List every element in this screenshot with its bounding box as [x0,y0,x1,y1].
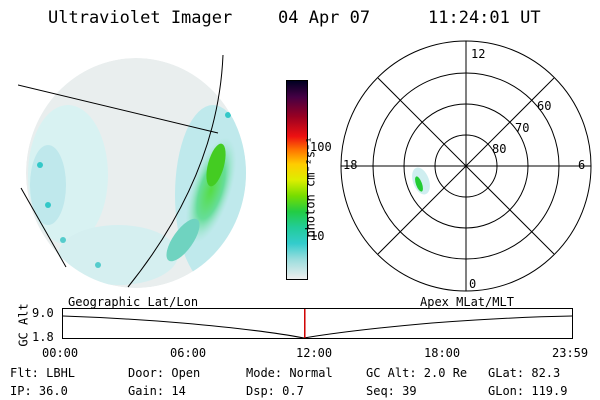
mlt-label-12: 12 [471,47,485,61]
x-tick-1200: 12:00 [296,346,333,360]
x-tick-0600: 06:00 [170,346,207,360]
colorbar-unit-label: photon cm⁻²s⁻¹ [303,136,318,238]
colorbar-tick-10: 10 [310,229,325,243]
auroral-image [18,55,246,288]
info-gc-alt: GC Alt: 2.0 Re [366,366,468,380]
x-tick-2359: 23:59 [552,346,589,360]
info-dsp: Dsp: 0.7 [246,384,304,398]
info-flt: Flt: LBHL [10,366,76,380]
timeline-y-label: GC Alt [16,303,31,347]
mlt-label-18: 18 [343,158,357,172]
x-tick-1800: 18:00 [424,346,461,360]
timeline-left-title: Geographic Lat/Lon [68,295,199,309]
grid-line [18,84,219,134]
polar-plot: 12 18 6 0 60 70 80 [340,40,592,292]
timeline-y-tick-max: 9.0 [32,306,54,320]
lat-label-60: 60 [537,99,551,113]
info-gain: Gain: 14 [128,384,186,398]
polar-aurora-patch [412,167,430,195]
colorbar [286,80,308,280]
info-ip: IP: 36.0 [10,384,68,398]
timeline-y-tick-min: 1.8 [32,330,54,344]
grid-line [20,187,67,268]
mlt-label-0: 0 [469,277,476,291]
terminator-line [127,55,224,288]
lat-label-70: 70 [515,121,529,135]
timeline-right-title: Apex MLat/MLT [420,295,514,309]
x-tick-0000: 00:00 [42,346,79,360]
image-date: 04 Apr 07 [278,8,371,28]
mlt-label-6: 6 [578,158,585,172]
info-glon: GLon: 119.9 [488,384,568,398]
info-glat: GLat: 82.3 [488,366,561,380]
mlt-line [377,77,555,255]
altitude-timeline [62,308,573,339]
instrument-title: Ultraviolet Imager [48,8,233,28]
info-door: Door: Open [128,366,201,380]
altitude-curve [62,315,573,339]
image-time: 11:24:01 UT [428,8,541,28]
colorbar-tick-100: 100 [310,140,332,154]
info-seq: Seq: 39 [366,384,417,398]
info-mode: Mode: Normal [246,366,333,380]
lat-label-80: 80 [492,142,506,156]
